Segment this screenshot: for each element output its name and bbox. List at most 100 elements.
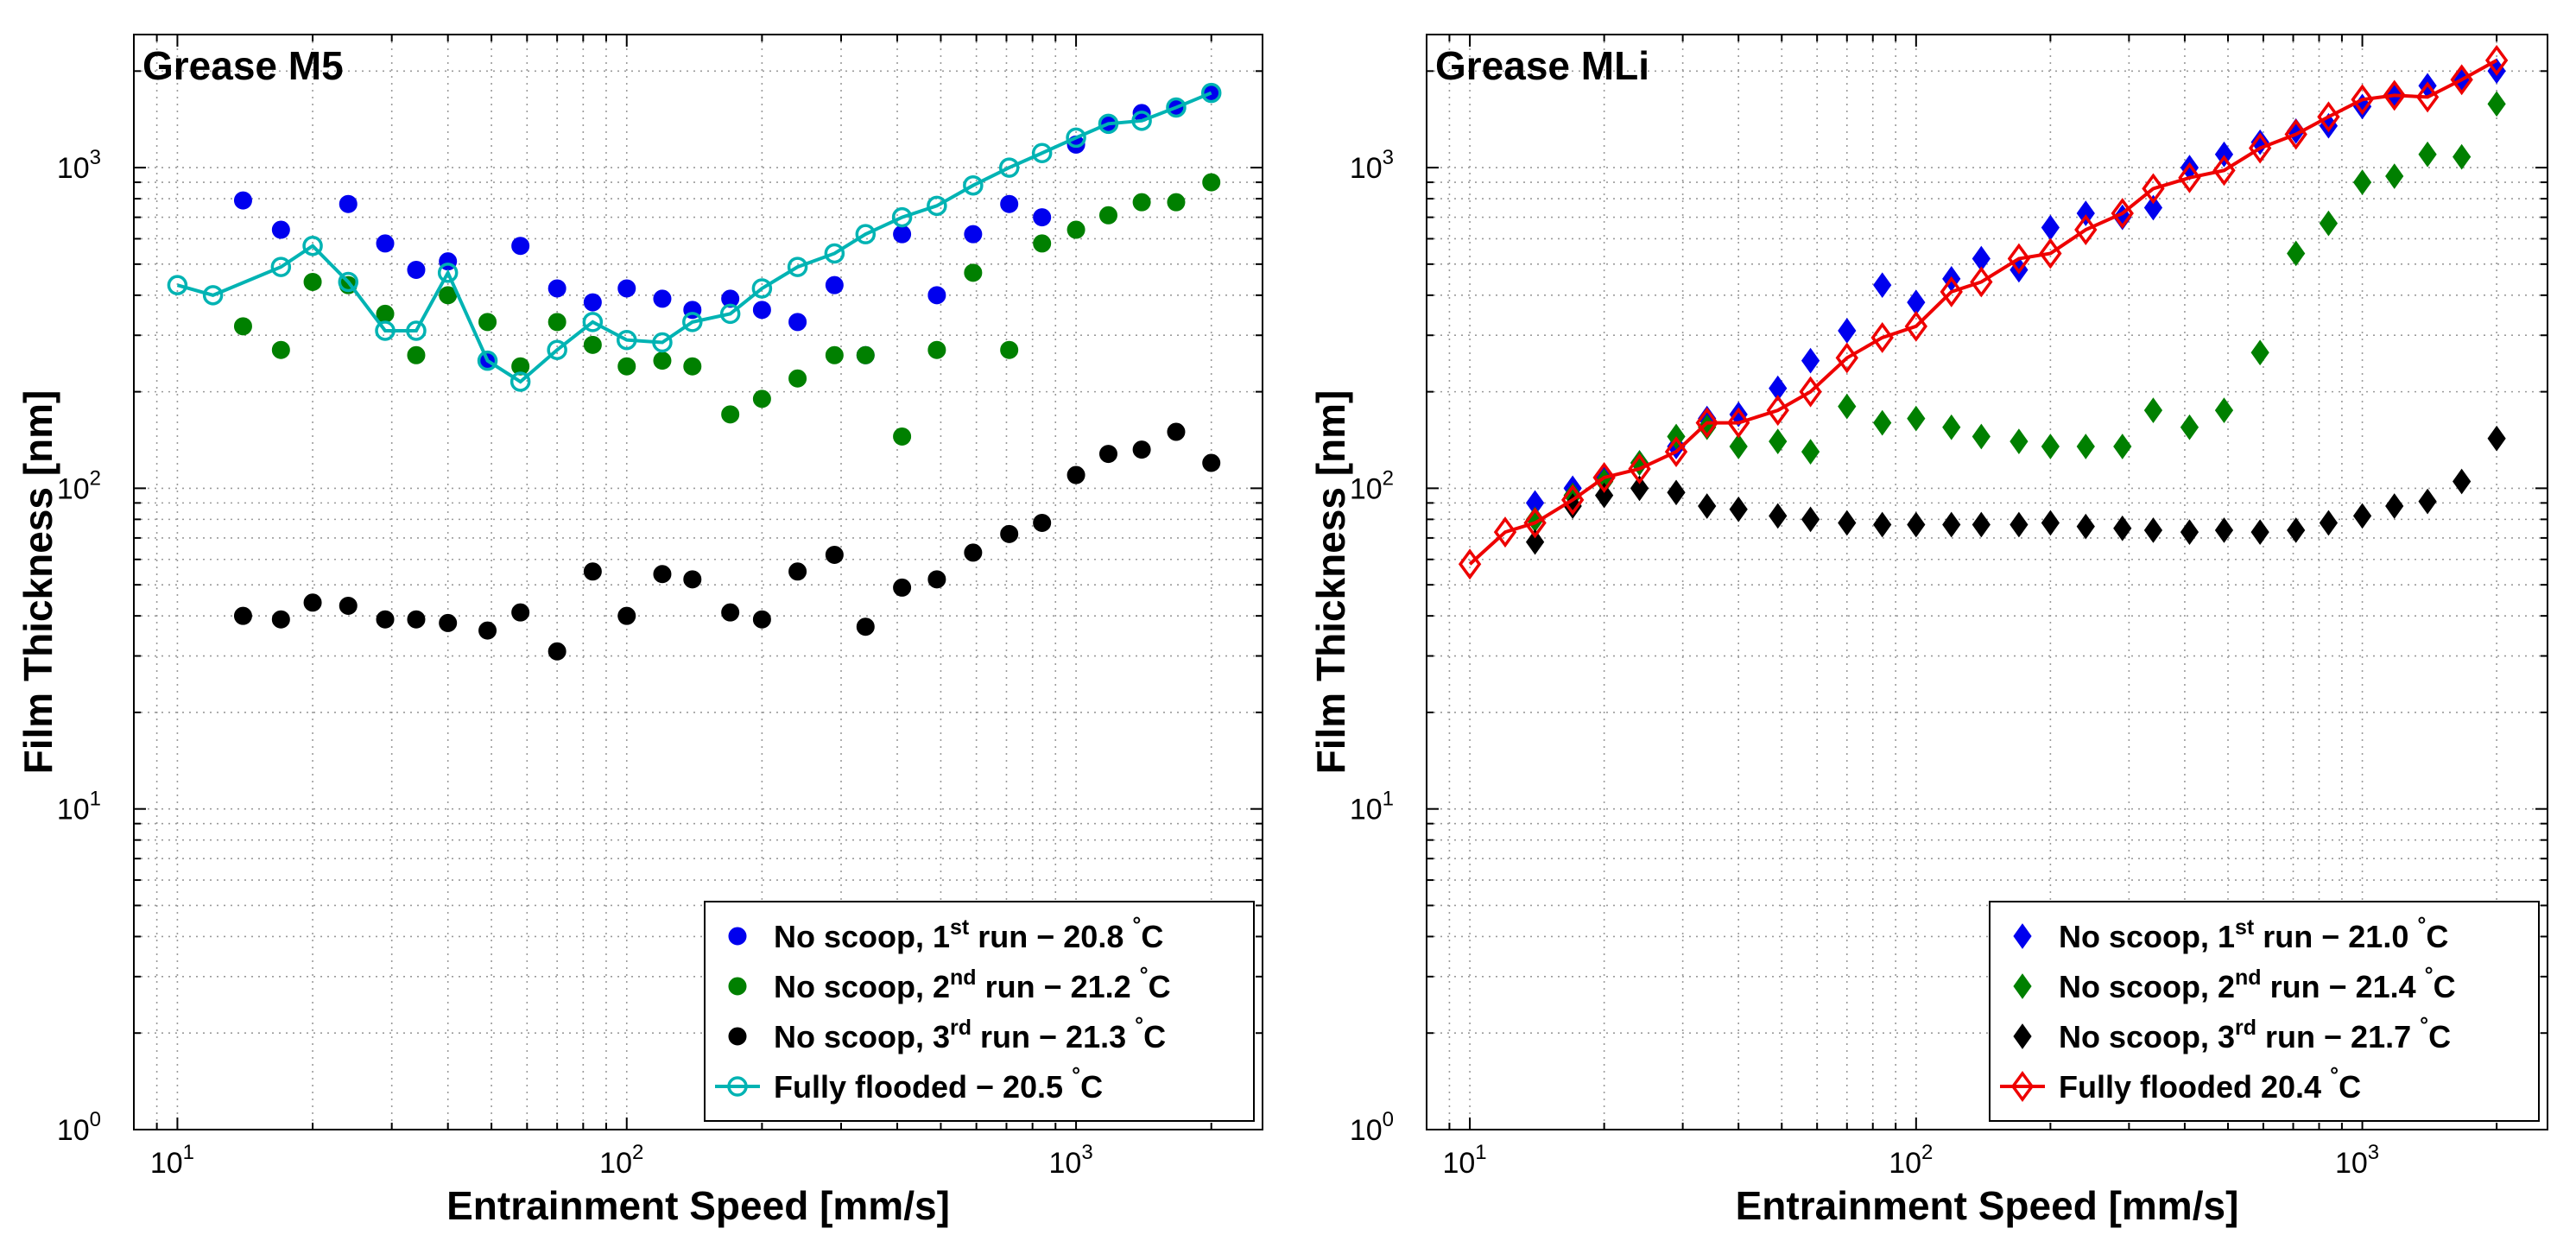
data-point (1698, 493, 1717, 519)
data-point (1630, 475, 1649, 502)
data-point (721, 603, 740, 622)
legend-marker (2013, 1023, 2032, 1049)
data-point (1523, 507, 1547, 539)
data-point (303, 272, 322, 291)
series-3 (1525, 425, 2506, 555)
degree-symbol: ° (2417, 913, 2426, 937)
data-point (1695, 407, 1718, 439)
data-point (787, 256, 808, 277)
series-2 (233, 173, 1221, 446)
data-point (1560, 484, 1585, 516)
y-tick-label: 101 (57, 788, 101, 826)
data-point (683, 570, 702, 589)
data-point (339, 596, 358, 615)
data-point (893, 225, 912, 244)
data-point (407, 610, 426, 629)
y-tick-base: 10 (57, 794, 90, 826)
data-point (2352, 169, 2372, 195)
data-point (2287, 517, 2306, 543)
data-point (439, 613, 458, 632)
data-point (233, 606, 252, 625)
y-tick-label: 100 (57, 1108, 101, 1147)
degree-symbol: ° (1140, 963, 1149, 987)
legend-entry: No scoop, 3rd run − 21.3 °C (728, 1013, 1166, 1054)
data-point (583, 335, 602, 354)
data-point (721, 405, 740, 424)
legend-label-text: run − 21.4 (2262, 969, 2425, 1004)
legend-label-superscript: st (2235, 915, 2255, 940)
data-point (437, 263, 459, 283)
data-point (233, 317, 252, 336)
data-point (1801, 347, 1820, 374)
data-point (1000, 524, 1019, 543)
data-point (2180, 519, 2199, 545)
data-point (891, 206, 913, 228)
legend-label-text: Fully flooded 20.4 (2059, 1069, 2330, 1105)
x-tick-label: 102 (599, 1141, 643, 1180)
data-point (270, 256, 292, 277)
data-point (407, 260, 426, 279)
legend-marker (728, 1027, 747, 1046)
y-tick-base: 10 (1350, 472, 1383, 505)
data-point (1904, 310, 1927, 342)
data-point (1031, 142, 1053, 164)
y-tick-exponent: 0 (1383, 1108, 1394, 1131)
y-tick-exponent: 0 (90, 1108, 101, 1131)
data-point (2143, 517, 2163, 543)
legend-marker (2010, 1071, 2035, 1102)
data-point (2352, 503, 2372, 529)
data-point (1727, 407, 1750, 439)
legend-entry: Fully flooded 20.4 °C (2000, 1063, 2361, 1105)
legend-label-text: C (1149, 969, 1171, 1004)
legend-marker (2013, 973, 2032, 999)
legend-marker (728, 927, 747, 946)
data-point (1769, 375, 1788, 402)
legend-box (1989, 901, 2540, 1122)
series-3 (233, 422, 1221, 661)
data-point (1972, 423, 1991, 450)
data-point (2180, 414, 2199, 440)
data-point (478, 621, 497, 640)
data-point (583, 562, 602, 581)
data-point (1592, 462, 1616, 493)
data-point (964, 263, 983, 282)
data-point (719, 303, 741, 325)
y-tick-exponent: 2 (1383, 466, 1394, 490)
data-point (583, 293, 602, 312)
x-tick-base: 10 (1889, 1147, 1921, 1180)
y-tick-label: 101 (1350, 788, 1394, 826)
legend-label: Fully flooded 20.4 °C (2059, 1063, 2361, 1105)
series-4 (1458, 44, 2509, 580)
legend-label-text: C (2434, 969, 2456, 1004)
data-point (1873, 272, 1892, 299)
tick-marks (134, 35, 1263, 1130)
data-point (547, 339, 567, 360)
data-point (1066, 220, 1085, 239)
data-point (2214, 397, 2234, 424)
y-tick-base: 10 (57, 472, 90, 505)
data-point (752, 389, 771, 408)
data-point (1801, 506, 1820, 533)
legend-label-text: Fully flooded − 20.5 (774, 1069, 1072, 1105)
x-tick-base: 10 (599, 1147, 632, 1180)
x-tick-label: 103 (2335, 1141, 2379, 1180)
y-tick-exponent: 1 (1383, 788, 1394, 811)
data-point (824, 243, 845, 264)
data-point (617, 279, 636, 298)
legend-label-text: No scoop, 3 (774, 1019, 950, 1054)
data-point (998, 157, 1020, 178)
data-point (2415, 81, 2440, 113)
data-point (1033, 208, 1052, 227)
legend-label-text: C (1141, 919, 1163, 954)
data-point (511, 603, 530, 622)
x-tick-label: 101 (1442, 1141, 1486, 1180)
data-point (2385, 163, 2404, 189)
data-point (1000, 340, 1019, 359)
data-point (1066, 465, 1085, 484)
data-point (1202, 453, 1221, 472)
legend-marker (728, 977, 747, 996)
data-point (511, 357, 530, 376)
data-point (1595, 482, 1614, 509)
data-point (1525, 529, 1545, 555)
